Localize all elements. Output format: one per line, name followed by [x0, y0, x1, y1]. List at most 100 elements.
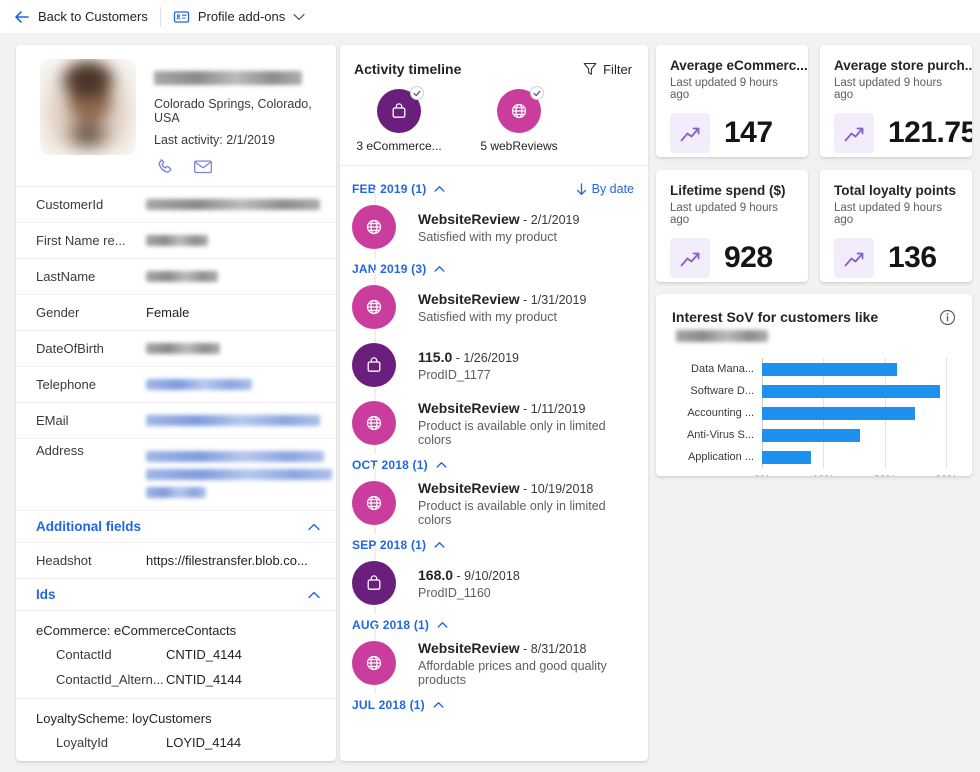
- timeline-item[interactable]: WebsiteReview - 8/31/2018 Affordable pric…: [352, 638, 634, 688]
- kpi-value-row: 147: [670, 113, 794, 153]
- ids-section-toggle[interactable]: Ids: [16, 579, 336, 611]
- trending-line-chart-icon: [844, 252, 864, 267]
- kpi-title: Average eCommerc...: [670, 58, 808, 73]
- timeline-item-date: 1/26/2019: [463, 350, 519, 365]
- timeline-group-toggle[interactable]: AUG 2018 (1): [352, 618, 448, 632]
- id-row: LoyaltyId LOYID_4144: [16, 730, 336, 755]
- timeline-item[interactable]: 115.0 - 1/26/2019 ProdID_1177: [352, 340, 634, 390]
- timeline-group-header: FEB 2019 (1) By date: [352, 182, 634, 196]
- ids-title: Ids: [36, 587, 56, 602]
- timeline-group-toggle[interactable]: OCT 2018 (1): [352, 458, 447, 472]
- headshot-url[interactable]: https://filestransfer.blob.co...: [146, 553, 308, 568]
- kpi-chart-icon-badge: [670, 238, 710, 278]
- activity-chip-ecommerce[interactable]: 3 eCommerce...: [356, 86, 442, 153]
- timeline-item-name: WebsiteReview: [418, 639, 520, 656]
- check-icon: [533, 90, 541, 97]
- info-icon[interactable]: [939, 309, 956, 326]
- topbar-divider: [159, 6, 161, 27]
- profile-addons-label: Profile add-ons: [197, 9, 286, 24]
- chevron-up-icon: [437, 622, 448, 628]
- timeline-group-toggle[interactable]: SEP 2018 (1): [352, 538, 445, 552]
- additional-fields-section-toggle[interactable]: Additional fields: [16, 511, 336, 543]
- id-row: LoyaltyId_AlternateLOYID_4144: [16, 755, 336, 761]
- chart-bar: [762, 384, 940, 398]
- customer-profile-page: Colorado Springs, Colorado, USA Last act…: [0, 34, 980, 772]
- field-value-redacted-multiline: [146, 443, 332, 506]
- field-label: EMail: [36, 413, 69, 428]
- timeline-item[interactable]: WebsiteReview - 1/31/2019 Satisfied with …: [352, 282, 634, 332]
- timeline-item-date: 1/11/2019: [530, 401, 586, 416]
- timeline-item[interactable]: 168.0 - 9/10/2018 ProdID_1160: [352, 558, 634, 608]
- chart-bar: [762, 362, 897, 376]
- timeline-item-icon-circle: [352, 343, 396, 387]
- timeline-item-icon-circle: [352, 205, 396, 249]
- additional-fields-title: Additional fields: [36, 519, 142, 534]
- timeline-item-date: 9/10/2018: [464, 568, 520, 583]
- id-row-value: CNTID_4144: [166, 672, 242, 687]
- timeline-group-items: WebsiteReview - 1/31/2019 Satisfied with …: [352, 270, 634, 454]
- activity-chip-label: 3 eCommerce...: [356, 139, 442, 153]
- kpi-value: 136: [888, 241, 937, 274]
- redacted-value: [146, 487, 206, 498]
- phone-icon[interactable]: [154, 157, 173, 176]
- id-group-title: eCommerce: eCommerceContacts: [36, 623, 237, 638]
- timeline-group-header: SEP 2018 (1): [352, 538, 634, 552]
- activity-type-chips: 3 eCommerce... 5 webReviews: [340, 86, 648, 166]
- activity-chip-circle: [377, 86, 424, 133]
- profile-field-row: First Name re...: [16, 223, 336, 259]
- timeline-item-description: Satisfied with my product: [418, 309, 557, 324]
- timeline-group-label: JAN 2019 (3): [352, 262, 427, 276]
- back-to-customers-button[interactable]: Back to Customers: [14, 9, 148, 25]
- kpi-chart-icon-badge: [670, 113, 710, 153]
- chart-title: Interest SoV for customers like: [672, 308, 939, 344]
- activity-chip-circle: [497, 86, 544, 133]
- kpi-value-row: 121.75: [834, 113, 972, 153]
- id-row-label: LoyaltyId: [56, 735, 109, 750]
- kpi-title: Total loyalty points: [834, 183, 957, 198]
- trending-line-chart-icon: [680, 252, 700, 267]
- timeline-item-separator: -: [519, 292, 531, 307]
- profile-addons-button[interactable]: Profile add-ons: [173, 9, 305, 25]
- timeline-item-description: ProdID_1160: [418, 585, 491, 600]
- field-label: Gender: [36, 305, 80, 320]
- timeline-item-title: WebsiteReview - 8/31/2018: [418, 640, 634, 656]
- timeline-group-items: 168.0 - 9/10/2018 ProdID_1160: [352, 546, 634, 614]
- chevron-down-icon: [293, 13, 305, 20]
- chart-bar: [762, 428, 861, 442]
- email-icon[interactable]: [193, 157, 213, 176]
- id-group-title: LoyaltyScheme: loyCustomers: [36, 711, 212, 726]
- sort-by-date-button[interactable]: By date: [576, 182, 634, 196]
- timeline-item-name: WebsiteReview: [418, 210, 520, 227]
- back-arrow-icon: [15, 10, 29, 23]
- kpi-chart-icon-badge: [834, 113, 874, 153]
- timeline-group-toggle[interactable]: JUL 2018 (1): [352, 698, 444, 712]
- shopping-bag-icon: [392, 103, 406, 118]
- timeline-item-title: 115.0 - 1/26/2019: [418, 349, 519, 365]
- activity-chip-webreviews[interactable]: 5 webReviews: [480, 86, 558, 153]
- timeline-item-description: Satisfied with my product: [418, 229, 557, 244]
- field-value: Female: [146, 305, 190, 320]
- timeline-group-header: JUL 2018 (1): [352, 698, 634, 712]
- timeline-item[interactable]: WebsiteReview - 10/19/2018 Product is ava…: [352, 478, 634, 528]
- timeline-group-toggle[interactable]: JAN 2019 (3): [352, 262, 445, 276]
- timeline-item-description: Affordable prices and good quality produ…: [418, 658, 607, 687]
- timeline-item-icon-circle: [352, 285, 396, 329]
- filter-button[interactable]: Filter: [583, 62, 632, 77]
- chart-category-label: Application ...: [687, 451, 754, 463]
- timeline-item-icon-circle: [352, 641, 396, 685]
- timeline-group-items: WebsiteReview - 2/1/2019 Satisfied with m…: [352, 190, 634, 258]
- globe-icon: [511, 103, 527, 119]
- globe-icon: [366, 415, 382, 431]
- timeline-group-label: JUL 2018 (1): [352, 698, 425, 712]
- id-row: ContactId_Altern... CNTID_4144: [16, 667, 336, 692]
- timeline-group-toggle[interactable]: FEB 2019 (1): [352, 182, 445, 196]
- kpi-value-row: 928: [670, 238, 794, 278]
- id-row-value: LOYID_4144: [166, 760, 241, 761]
- trending-line-chart-icon: [844, 127, 864, 142]
- timeline-item[interactable]: WebsiteReview - 1/11/2019 Product is avai…: [352, 398, 634, 448]
- timeline-item[interactable]: WebsiteReview - 2/1/2019 Satisfied with m…: [352, 202, 634, 252]
- customer-photo-blurred: [40, 59, 136, 155]
- profile-field-row: DateOfBirth: [16, 331, 336, 367]
- timeline-item-icon-circle: [352, 401, 396, 445]
- id-row: ContactId CNTID_4144: [16, 642, 336, 667]
